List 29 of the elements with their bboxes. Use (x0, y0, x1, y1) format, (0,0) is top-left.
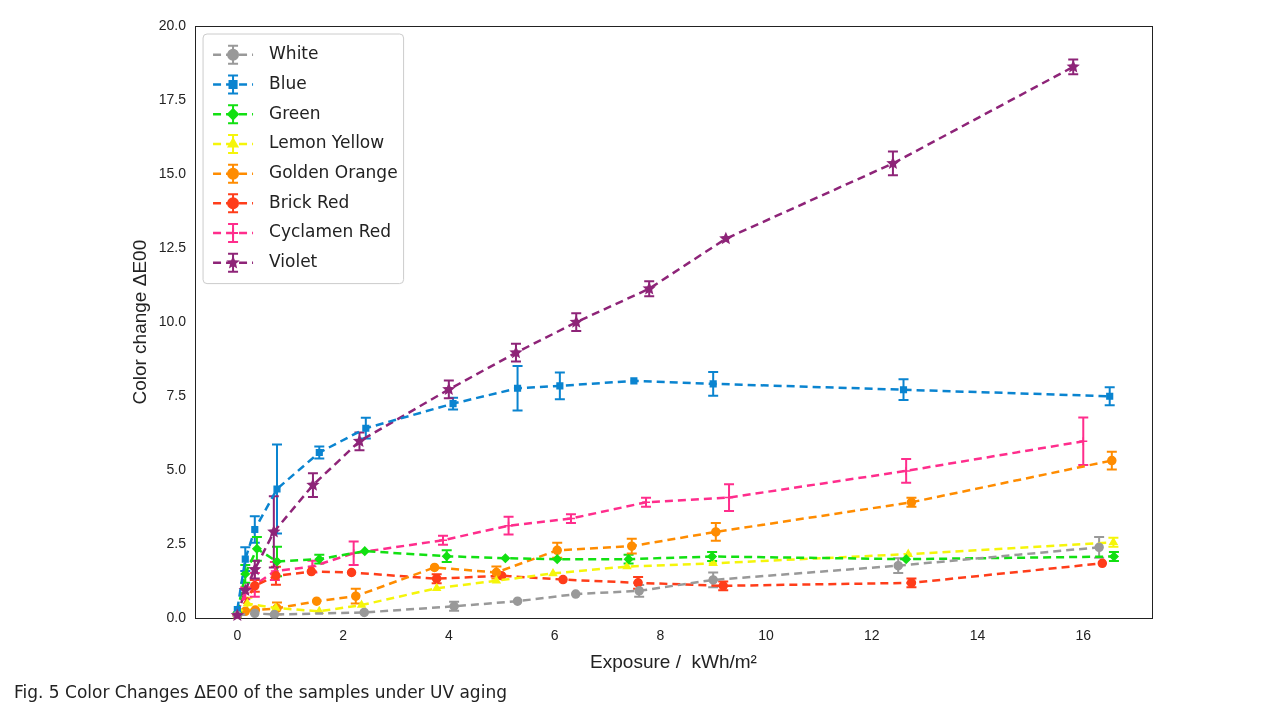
y-tick-label: 2.5 (166, 535, 187, 552)
y-tick-label: 5.0 (166, 461, 187, 478)
legend-label: Violet (269, 251, 318, 272)
y-axis-title: Color change ΔE00 (128, 239, 150, 405)
x-tick-label: 12 (864, 626, 880, 643)
x-tick-label: 16 (1075, 626, 1092, 643)
x-tick-label: 14 (969, 626, 986, 643)
legend-label: Green (269, 102, 321, 123)
y-tick-label: 15.0 (158, 164, 187, 181)
x-tick-label: 10 (758, 626, 775, 643)
y-tick-label: 17.5 (158, 90, 187, 107)
caption: Fig. 5 Color Changes ΔE00 of the samples under UV aging (14, 682, 507, 702)
x-tick-label: 2 (339, 626, 348, 643)
legend-label: Golden Orange (269, 162, 398, 183)
y-tick-label: 20.0 (158, 16, 187, 33)
y-tick-label: 0.0 (166, 609, 187, 626)
legend-label: White (269, 43, 319, 64)
legend-label: Cyclamen Red (269, 221, 391, 242)
x-tick-label: 6 (550, 626, 559, 643)
legend-label: Lemon Yellow (269, 132, 385, 153)
x-tick-label: 4 (444, 626, 453, 643)
y-tick-label: 7.5 (166, 387, 187, 404)
x-tick-label: 8 (656, 626, 665, 643)
y-tick-label: 10.0 (158, 313, 187, 330)
x-tick-label: 0 (233, 626, 242, 643)
legend-label: Brick Red (269, 191, 350, 212)
x-axis-title: Exposure / kWh/m² (590, 650, 757, 672)
y-tick-label: 12.5 (158, 239, 187, 256)
legend-label: Blue (269, 72, 307, 93)
